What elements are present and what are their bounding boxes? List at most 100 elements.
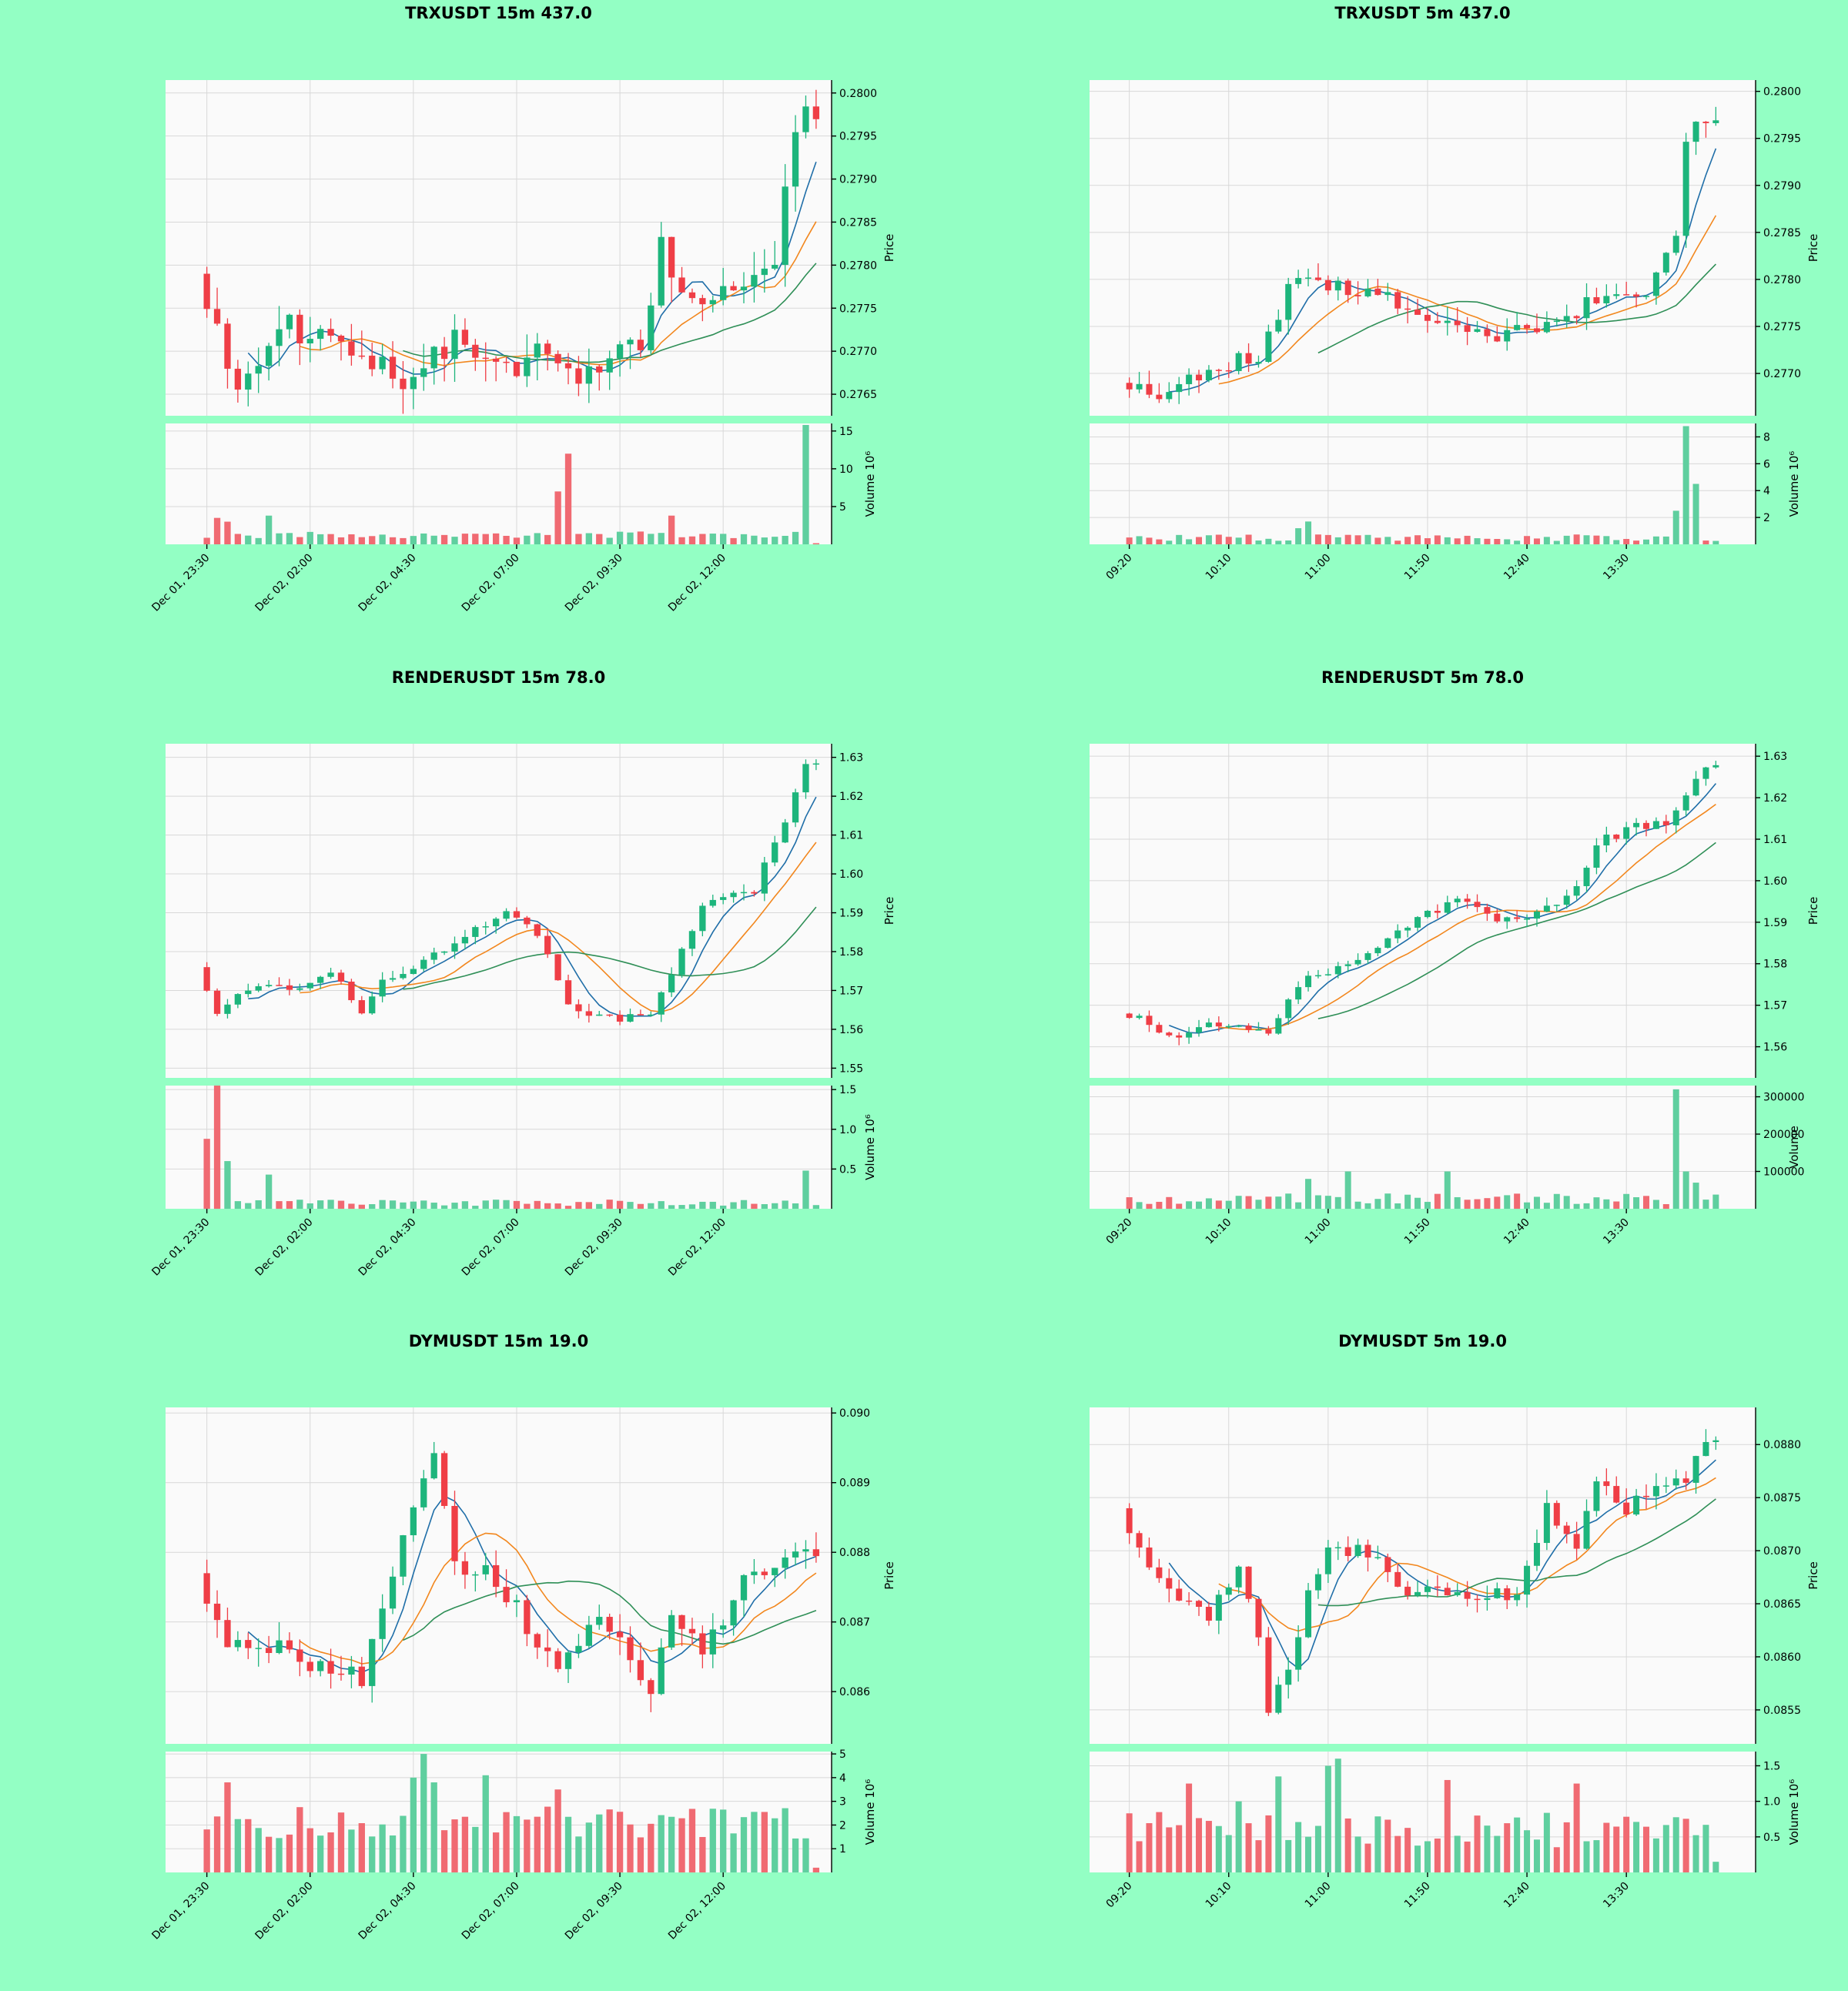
candle-body bbox=[1364, 1544, 1371, 1558]
volume-bar bbox=[513, 537, 521, 544]
candle-body bbox=[1235, 1566, 1242, 1588]
candle-body bbox=[1553, 320, 1560, 323]
candle-body bbox=[213, 990, 221, 1014]
volume-bar bbox=[1384, 1819, 1391, 1872]
candle-body bbox=[1702, 1442, 1709, 1457]
candle-body bbox=[668, 1615, 675, 1648]
volume-bar bbox=[544, 1806, 551, 1872]
candle-body bbox=[358, 1666, 365, 1686]
volume-bar bbox=[482, 1775, 489, 1872]
volume-bar bbox=[1295, 528, 1302, 544]
volume-bar bbox=[1384, 537, 1391, 544]
candle-body bbox=[1553, 1503, 1560, 1526]
volume-bar bbox=[1374, 1816, 1381, 1872]
volume-bar bbox=[1474, 538, 1481, 544]
volume-bar bbox=[1324, 1196, 1331, 1209]
candle-body bbox=[802, 764, 809, 793]
candle-body bbox=[730, 286, 737, 291]
candle-body bbox=[1533, 328, 1540, 333]
candle-body bbox=[1642, 822, 1649, 829]
volume-bar bbox=[1504, 1823, 1511, 1872]
candle-body bbox=[1702, 122, 1709, 123]
candle-body bbox=[648, 305, 654, 350]
volume-bar bbox=[1553, 1193, 1560, 1209]
volume-bar bbox=[1543, 1812, 1550, 1872]
candle-body bbox=[1314, 277, 1321, 280]
candle-body bbox=[276, 329, 283, 346]
candle-body bbox=[451, 943, 458, 952]
volume-bar bbox=[503, 1200, 510, 1209]
volume-bar bbox=[255, 1200, 262, 1209]
volume-bar bbox=[1662, 1204, 1669, 1209]
volume-bar bbox=[1265, 1196, 1272, 1209]
candle-body bbox=[1196, 1601, 1203, 1608]
price-tick-label: 1.60 bbox=[839, 868, 863, 881]
volume-bar bbox=[1692, 1835, 1699, 1872]
candle-body bbox=[802, 1549, 809, 1552]
candle-body bbox=[1205, 1022, 1212, 1028]
volume-bar bbox=[1314, 1825, 1321, 1872]
candle-body bbox=[554, 954, 561, 981]
volume-bar bbox=[1662, 1825, 1669, 1872]
volume-bar bbox=[1514, 1193, 1521, 1209]
volume-bar bbox=[1662, 536, 1669, 544]
candle-body bbox=[451, 1505, 458, 1561]
volume-bar bbox=[1504, 1195, 1511, 1209]
volume-bar bbox=[1374, 1199, 1381, 1209]
candle-body bbox=[751, 892, 758, 894]
candle-body bbox=[1543, 1503, 1550, 1544]
volume-bar bbox=[1235, 537, 1242, 544]
candle-body bbox=[524, 917, 531, 925]
candle-body bbox=[234, 368, 242, 390]
volume-bar bbox=[1682, 1171, 1689, 1209]
candle-body bbox=[1504, 1588, 1511, 1601]
candle-body bbox=[1404, 927, 1411, 931]
price-tick-label: 0.0860 bbox=[1763, 1651, 1801, 1664]
candle-body bbox=[606, 1014, 613, 1016]
volume-bar bbox=[379, 1824, 386, 1872]
volume-axis-label: Volume 10⁶ bbox=[1787, 1779, 1801, 1845]
price-tick-label: 0.2790 bbox=[1763, 180, 1801, 192]
volume-bar bbox=[678, 1205, 685, 1209]
candle-body bbox=[503, 361, 510, 363]
volume-bar bbox=[1692, 1183, 1699, 1209]
volume-bar bbox=[1533, 1196, 1540, 1209]
candle-body bbox=[1324, 1547, 1331, 1574]
sma-mid-line bbox=[1218, 803, 1716, 1031]
volume-bar bbox=[1424, 1202, 1431, 1209]
sma-fast-line bbox=[247, 1495, 817, 1674]
price-tick-label: 0.2780 bbox=[839, 259, 877, 272]
candle-body bbox=[1494, 913, 1501, 922]
volume-bar bbox=[1672, 1817, 1679, 1872]
candle-body bbox=[1652, 821, 1659, 829]
volume-bar bbox=[1533, 1839, 1540, 1872]
volume-tick-label: 2 bbox=[839, 1819, 846, 1832]
volume-tick-label: 2 bbox=[1763, 512, 1770, 524]
candle-body bbox=[1434, 320, 1441, 323]
candle-body bbox=[1285, 283, 1292, 320]
volume-bar bbox=[1404, 1828, 1411, 1872]
volume-bar bbox=[1613, 540, 1620, 544]
candle-body bbox=[1404, 1586, 1411, 1596]
candle-body bbox=[1265, 331, 1272, 363]
candle-body bbox=[1474, 1598, 1481, 1601]
candle-body bbox=[1454, 1591, 1461, 1595]
candle-body bbox=[503, 911, 510, 919]
volume-axis-label: Volume 10⁶ bbox=[863, 1114, 877, 1180]
candle-body bbox=[213, 1603, 221, 1621]
candle-body bbox=[1692, 778, 1699, 796]
candle-body bbox=[1524, 325, 1531, 329]
candle-body bbox=[772, 842, 778, 863]
chart-title: DYMUSDT 15m 19.0 bbox=[409, 1332, 588, 1350]
volume-bar bbox=[213, 1816, 221, 1872]
candle-body bbox=[265, 985, 273, 986]
volume-bar bbox=[751, 535, 758, 544]
candle-body bbox=[1712, 765, 1719, 768]
candle-body bbox=[1514, 1594, 1521, 1601]
candle-body bbox=[1563, 895, 1570, 905]
volume-bar bbox=[1275, 540, 1282, 544]
candle-body bbox=[265, 1648, 273, 1653]
volume-bar bbox=[1354, 1201, 1361, 1209]
candle-body bbox=[1285, 999, 1292, 1019]
candle-body bbox=[430, 346, 437, 369]
